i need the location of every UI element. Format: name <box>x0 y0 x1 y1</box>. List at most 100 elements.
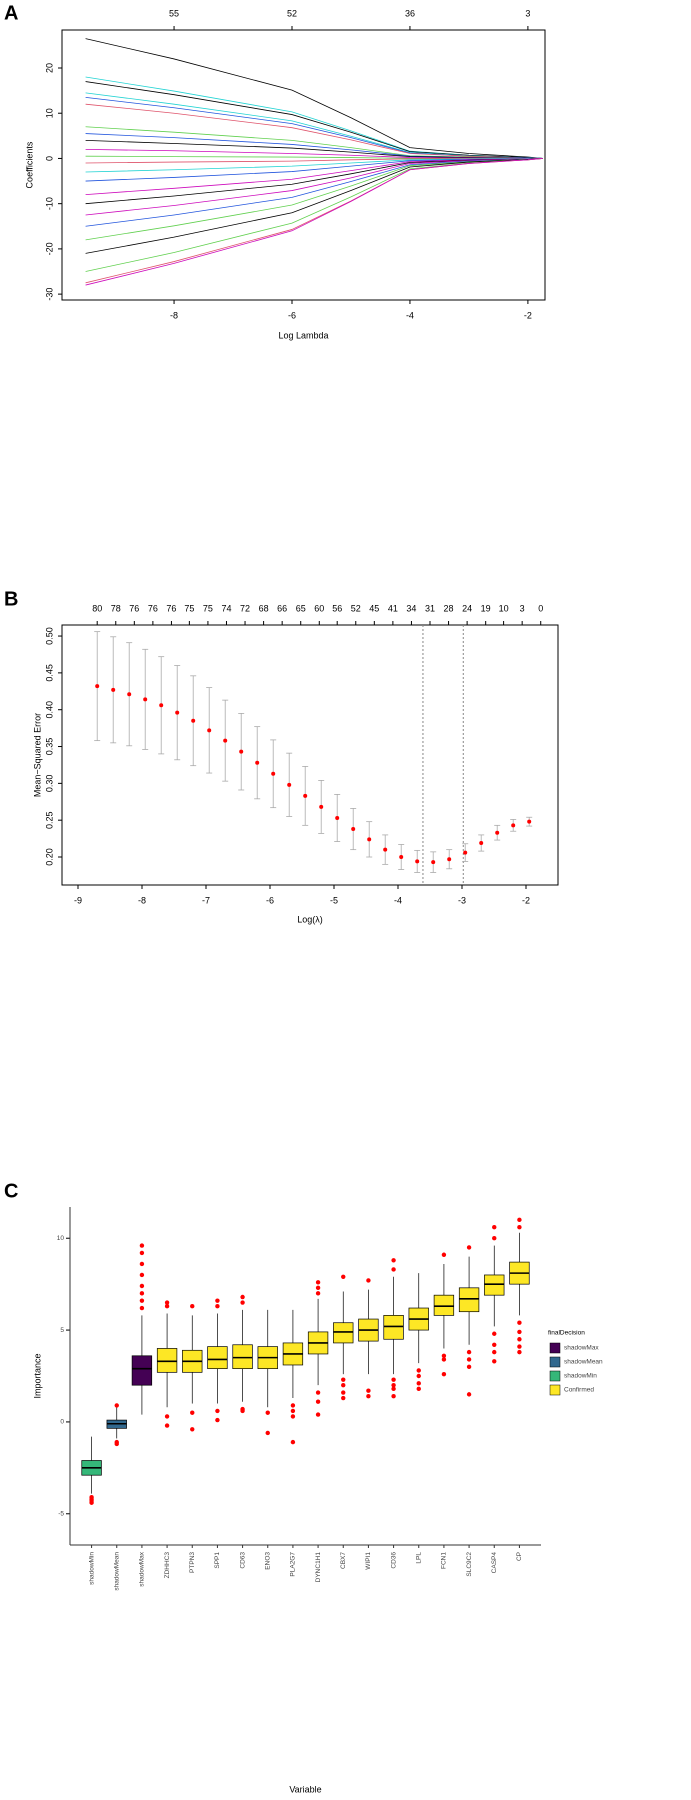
x-axis-title: Variable <box>289 1784 321 1794</box>
coefficient-path <box>85 158 543 272</box>
outlier <box>190 1427 195 1432</box>
coefficient-path <box>85 158 543 284</box>
y-tick-label: 0.30 <box>44 775 54 793</box>
legend-label: shadowMin <box>564 1373 597 1380</box>
outlier <box>215 1298 220 1303</box>
mse-point <box>223 738 228 743</box>
outlier <box>139 1291 145 1296</box>
legend-label: shadowMean <box>564 1359 603 1366</box>
outlier <box>466 1349 472 1355</box>
outlier <box>391 1394 396 1399</box>
outlier <box>240 1408 245 1414</box>
outlier <box>466 1392 472 1397</box>
x-tick-label: CASP4 <box>491 1552 498 1574</box>
mse-point <box>175 710 180 715</box>
mse-point <box>271 771 276 776</box>
outlier <box>517 1217 522 1223</box>
box <box>207 1346 228 1370</box>
top-tick-label: 36 <box>405 8 415 18</box>
outlier <box>466 1364 472 1370</box>
box <box>458 1287 480 1313</box>
mse-point <box>207 728 212 733</box>
outlier <box>441 1353 447 1358</box>
mse-point <box>111 687 116 692</box>
box <box>484 1274 505 1296</box>
y-tick-label: -30 <box>44 288 54 301</box>
coefficient-path <box>85 158 543 216</box>
top-tick-label: 76 <box>129 603 139 613</box>
y-tick-label: 0.20 <box>44 848 54 866</box>
x-tick-label: -8 <box>170 310 178 320</box>
outlier <box>466 1245 472 1250</box>
outlier <box>139 1283 145 1289</box>
mse-point <box>383 847 388 852</box>
x-tick-label: -3 <box>458 895 466 905</box>
x-tick-label: -2 <box>522 895 530 905</box>
plot-frame <box>61 29 546 301</box>
x-tick-label: -9 <box>74 895 82 905</box>
outlier <box>265 1430 270 1436</box>
outlier <box>366 1394 371 1399</box>
mse-point <box>319 804 324 809</box>
top-tick-label: 68 <box>259 603 269 613</box>
outlier <box>391 1377 396 1382</box>
mse-point <box>511 823 516 828</box>
mse-point <box>335 815 340 820</box>
y-tick-label: 10 <box>57 1235 65 1242</box>
mse-point <box>447 857 452 862</box>
mse-point <box>415 859 420 864</box>
coefficient-path <box>85 158 543 227</box>
outlier <box>315 1280 321 1285</box>
outlier <box>517 1320 522 1325</box>
top-tick-label: 3 <box>520 603 525 613</box>
coefficient-path <box>85 158 543 196</box>
outlier <box>517 1349 522 1355</box>
outlier <box>492 1359 497 1364</box>
top-tick-label: 52 <box>287 8 297 18</box>
box <box>232 1344 253 1370</box>
outlier <box>164 1414 170 1419</box>
outlier <box>164 1303 170 1309</box>
top-tick-label: 75 <box>184 603 194 613</box>
box <box>433 1294 455 1316</box>
outlier <box>492 1225 497 1230</box>
legend-label: Confirmed <box>564 1387 594 1394</box>
outlier <box>315 1390 321 1395</box>
x-tick-label: PTPN3 <box>189 1552 196 1573</box>
mse-point <box>351 827 356 832</box>
outlier <box>315 1412 321 1417</box>
x-tick-label: ENO3 <box>264 1552 271 1570</box>
top-tick-label: 3 <box>525 8 530 18</box>
outlier <box>190 1303 195 1309</box>
outlier <box>341 1382 346 1388</box>
mse-point <box>399 855 404 860</box>
mse-point <box>239 749 244 754</box>
mse-point <box>143 697 148 702</box>
mse-point <box>127 692 132 697</box>
outlier <box>240 1300 245 1305</box>
x-tick-label: CD36 <box>390 1552 397 1569</box>
top-tick-label: 66 <box>277 603 287 613</box>
legend-swatch <box>549 1370 561 1382</box>
coefficient-path <box>85 92 543 159</box>
outlier <box>492 1342 497 1347</box>
x-axis-title: Log(λ) <box>297 914 323 924</box>
y-tick-label: 0.50 <box>44 627 54 645</box>
box <box>131 1355 153 1386</box>
y-tick-label: 20 <box>44 63 54 73</box>
outlier <box>215 1408 220 1414</box>
x-tick-label: shadowMin <box>88 1552 95 1585</box>
x-tick-label: -4 <box>406 310 414 320</box>
top-tick-label: 34 <box>406 603 416 613</box>
x-tick-label: -2 <box>524 310 532 320</box>
mse-point <box>191 718 196 723</box>
top-tick-label: 72 <box>240 603 250 613</box>
x-axis-title: Log Lambda <box>278 330 328 340</box>
x-tick-label: LPL <box>415 1552 422 1564</box>
outlier <box>139 1298 145 1303</box>
outlier <box>441 1357 447 1362</box>
coefficient-path <box>85 158 543 173</box>
x-tick-label: -8 <box>138 895 146 905</box>
coefficient-path <box>85 81 543 159</box>
